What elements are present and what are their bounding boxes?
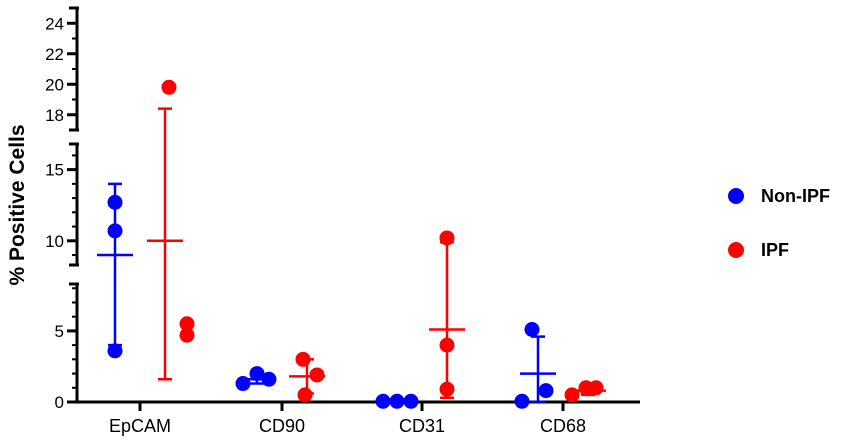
y-tick-label: 22 (45, 45, 64, 64)
data-point (161, 79, 177, 95)
x-tick-label: CD31 (399, 416, 445, 436)
chart-marks (97, 79, 606, 409)
y-tick-label: 24 (45, 14, 64, 33)
data-point (439, 337, 455, 353)
data-point (524, 321, 540, 337)
data-point (514, 393, 530, 409)
data-point (439, 381, 455, 397)
data-point (297, 387, 313, 403)
y-axis-label: % Positive Cells (6, 124, 29, 285)
y-tick-label: 20 (45, 75, 64, 94)
y-tick-label: 18 (45, 106, 64, 125)
data-point (389, 393, 405, 409)
data-point (179, 327, 195, 343)
axes: 0 5 10 15 18 20 22 24 EpCAM CD90 CD31 CD68 % Positiv… (6, 6, 640, 436)
data-point (235, 376, 251, 392)
data-point (375, 393, 391, 409)
data-point (538, 383, 554, 399)
legend-marker (728, 242, 744, 258)
legend-label: IPF (761, 240, 789, 260)
legend-marker (728, 188, 744, 204)
legend-label: Non-IPF (761, 186, 830, 206)
data-point (564, 387, 580, 403)
y-tick-label: 0 (55, 393, 64, 412)
data-point (439, 230, 455, 246)
x-tick-label: CD90 (259, 416, 305, 436)
x-tick-label: EpCAM (109, 416, 171, 436)
data-point (588, 380, 604, 396)
data-point (261, 371, 277, 387)
x-tick-label: CD68 (540, 416, 586, 436)
data-point (107, 223, 123, 239)
data-point (309, 367, 325, 383)
data-point (107, 194, 123, 210)
data-point (107, 343, 123, 359)
y-tick-label: 10 (45, 232, 64, 251)
y-tick-label: 5 (55, 322, 64, 341)
legend: Non-IPF IPF (728, 186, 830, 260)
data-point (249, 366, 265, 382)
y-tick-label: 15 (45, 161, 64, 180)
data-point (403, 393, 419, 409)
data-point (179, 316, 195, 332)
data-point (295, 351, 311, 367)
